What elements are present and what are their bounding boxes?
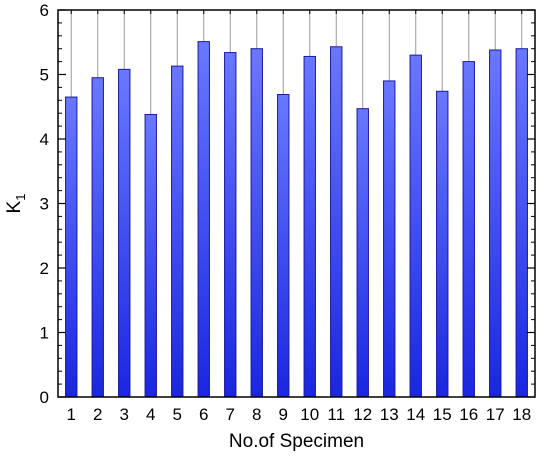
x-axis-title: No.of Specimen [229, 431, 364, 452]
bar-16 [462, 61, 475, 398]
bar-17 [489, 49, 502, 398]
y-tick-label: 0 [40, 388, 49, 407]
y-tick-label: 4 [40, 130, 49, 149]
bar-9 [277, 93, 290, 398]
y-axis-title: K1 [4, 194, 28, 214]
x-tick-label: 14 [406, 405, 425, 424]
bar-13 [383, 80, 396, 398]
bar-3 [118, 68, 131, 398]
x-tick-label: 18 [512, 405, 531, 424]
bar-12 [356, 108, 369, 398]
bar-11 [330, 46, 343, 398]
y-tick-label: 3 [40, 195, 49, 214]
bar-8 [250, 48, 263, 398]
y-tick-labels: 0 1 2 3 4 5 6 [40, 1, 49, 407]
y-tick-label: 5 [40, 66, 49, 85]
x-tick-label: 6 [199, 405, 208, 424]
x-tick-label: 17 [486, 405, 505, 424]
axis-ticks [58, 9, 535, 398]
x-tick-label: 1 [67, 405, 76, 424]
x-tick-label: 11 [327, 405, 345, 424]
y-tick-label: 2 [40, 259, 49, 278]
y-axis-title-main: K [4, 200, 25, 213]
y-tick-label: 1 [40, 324, 49, 343]
bars [65, 41, 528, 398]
y-axis-title-subscript: 1 [13, 194, 28, 201]
x-tick-label: 12 [353, 405, 372, 424]
grid-lines [70, 10, 523, 397]
bar-7 [224, 52, 237, 398]
x-tick-label: 5 [173, 405, 182, 424]
bar-4 [144, 113, 157, 398]
bar-15 [436, 90, 449, 398]
bar-6 [197, 41, 210, 398]
x-tick-label: 16 [459, 405, 478, 424]
y-tick-label: 6 [40, 1, 49, 20]
x-tick-label: 9 [279, 405, 288, 424]
bar-5 [171, 65, 184, 398]
bar-14 [409, 54, 422, 398]
bar-1 [65, 96, 78, 398]
x-tick-label: 15 [433, 405, 452, 424]
x-tick-label: 7 [226, 405, 235, 424]
x-tick-label: 4 [146, 405, 155, 424]
x-tick-labels: 1 2 3 4 5 6 7 8 9 10 11 12 13 14 15 16 17 18 [67, 405, 532, 424]
x-tick-label: 10 [300, 405, 319, 424]
x-tick-label: 2 [93, 405, 102, 424]
x-tick-label: 8 [252, 405, 261, 424]
bar-2 [91, 77, 104, 398]
bar-10 [303, 55, 316, 398]
x-tick-label: 3 [120, 405, 129, 424]
bar-18 [515, 48, 528, 398]
x-tick-label: 13 [380, 405, 399, 424]
